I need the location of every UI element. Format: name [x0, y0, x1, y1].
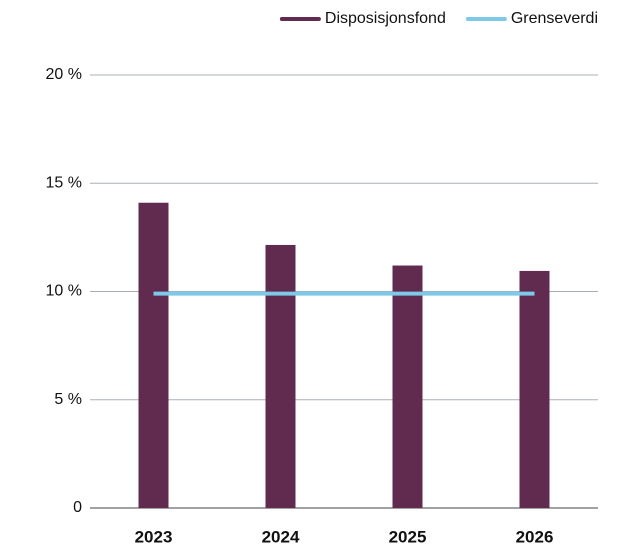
y-tick-label: 20 % — [46, 66, 82, 83]
bar — [392, 265, 423, 508]
y-tick-label: 0 — [73, 499, 82, 516]
y-tick-label: 5 % — [54, 391, 82, 408]
x-tick-label: 2026 — [516, 527, 554, 546]
x-tick-label: 2025 — [389, 527, 427, 546]
bar — [265, 244, 296, 508]
x-tick-label: 2023 — [135, 527, 173, 546]
legend-label: Grenseverdi — [511, 10, 598, 27]
y-tick-label: 15 % — [46, 174, 82, 191]
legend-label: Disposisjonsfond — [325, 10, 446, 27]
y-tick-label: 10 % — [46, 283, 82, 300]
bar — [519, 270, 550, 508]
bar — [138, 202, 169, 509]
x-tick-label: 2024 — [262, 527, 300, 546]
